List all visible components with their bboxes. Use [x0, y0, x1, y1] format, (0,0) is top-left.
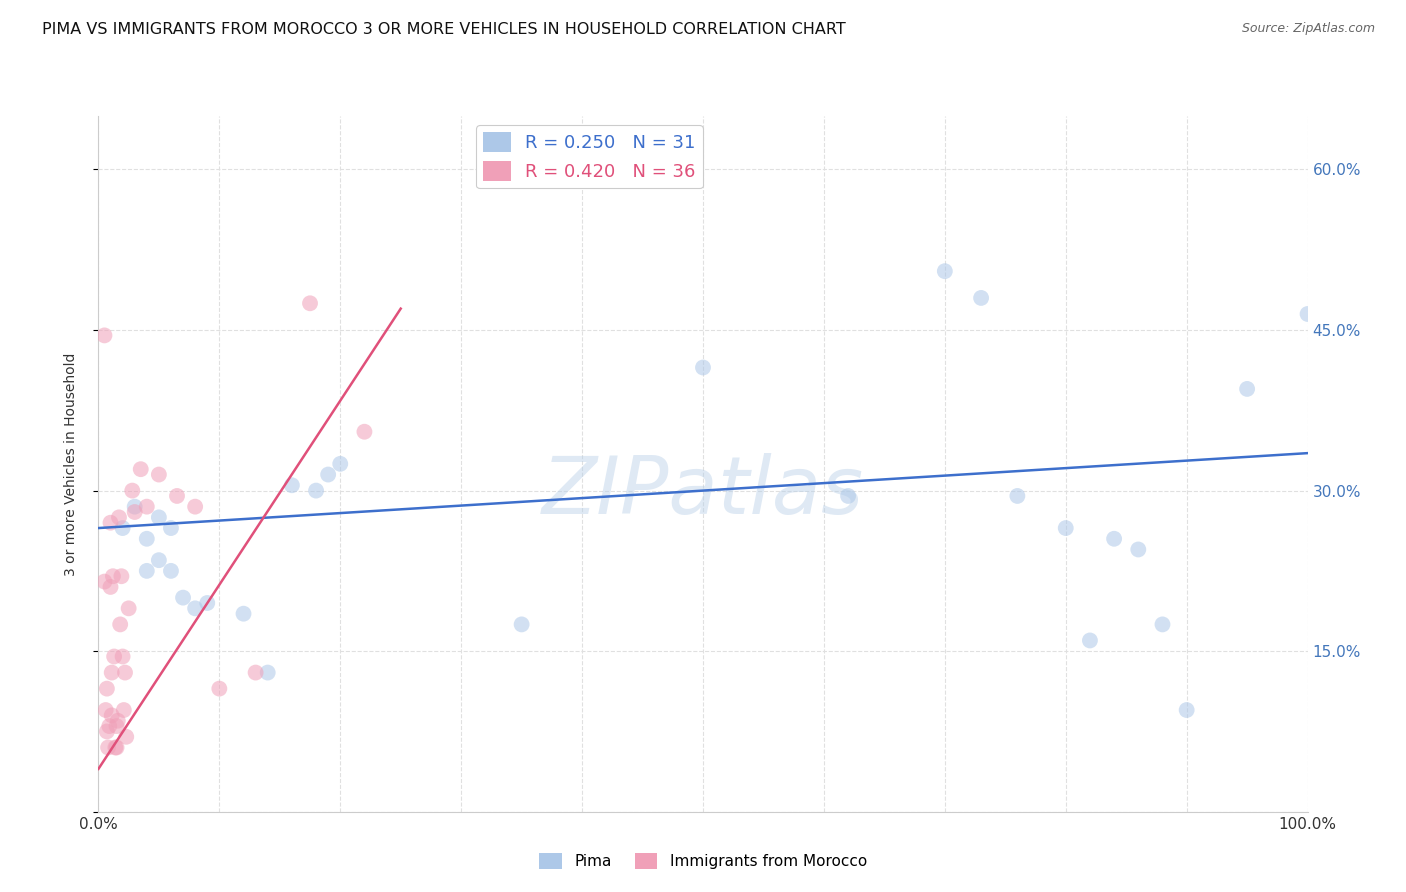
Point [245, 665, 267, 680]
Point [93, 574, 115, 589]
Point [100, 580, 122, 594]
Point [100, 708, 122, 723]
Point [107, 714, 129, 728]
Point [837, 489, 859, 503]
Point [100, 516, 122, 530]
Point [1296, 307, 1319, 321]
Point [111, 649, 134, 664]
Point [329, 457, 352, 471]
Text: Source: ZipAtlas.com: Source: ZipAtlas.com [1241, 22, 1375, 36]
Point [281, 478, 304, 492]
Point [112, 703, 135, 717]
Point [1007, 489, 1029, 503]
Point [172, 591, 194, 605]
Point [108, 617, 131, 632]
Point [166, 489, 188, 503]
Point [195, 596, 218, 610]
Point [1078, 633, 1101, 648]
Point [305, 483, 328, 498]
Point [118, 601, 141, 615]
Point [100, 665, 122, 680]
Point [160, 521, 183, 535]
Point [103, 649, 125, 664]
Point [129, 462, 152, 476]
Point [124, 505, 146, 519]
Point [692, 360, 714, 375]
Point [316, 467, 339, 482]
Point [299, 296, 322, 310]
Point [110, 569, 132, 583]
Point [105, 740, 128, 755]
Point [124, 500, 146, 514]
Point [98, 719, 121, 733]
Point [148, 467, 170, 482]
Point [184, 601, 207, 615]
Point [104, 740, 127, 755]
Point [1054, 521, 1077, 535]
Point [135, 532, 157, 546]
Point [96, 724, 118, 739]
Point [94, 703, 117, 717]
Point [114, 665, 136, 680]
Point [135, 564, 157, 578]
Point [101, 569, 124, 583]
Point [97, 740, 120, 755]
Point [208, 681, 231, 696]
Point [1175, 703, 1198, 717]
Point [353, 425, 375, 439]
Point [256, 665, 278, 680]
Point [1102, 532, 1125, 546]
Text: ZIPatlas: ZIPatlas [541, 452, 865, 531]
Point [148, 553, 170, 567]
Point [148, 510, 170, 524]
Point [108, 510, 131, 524]
Point [1236, 382, 1258, 396]
Text: PIMA VS IMMIGRANTS FROM MOROCCO 3 OR MORE VEHICLES IN HOUSEHOLD CORRELATION CHAR: PIMA VS IMMIGRANTS FROM MOROCCO 3 OR MOR… [42, 22, 846, 37]
Point [1128, 542, 1150, 557]
Point [160, 564, 183, 578]
Legend: R = 0.250   N = 31, R = 0.420   N = 36: R = 0.250 N = 31, R = 0.420 N = 36 [477, 125, 703, 188]
Point [135, 500, 157, 514]
Point [111, 521, 134, 535]
Y-axis label: 3 or more Vehicles in Household: 3 or more Vehicles in Household [63, 352, 77, 575]
Point [510, 617, 533, 632]
Point [184, 500, 207, 514]
Point [96, 681, 118, 696]
Legend: Pima, Immigrants from Morocco: Pima, Immigrants from Morocco [533, 847, 873, 875]
Point [115, 730, 138, 744]
Point [970, 291, 993, 305]
Point [232, 607, 254, 621]
Point [1152, 617, 1174, 632]
Point [93, 328, 115, 343]
Point [105, 719, 128, 733]
Point [121, 483, 143, 498]
Point [934, 264, 956, 278]
